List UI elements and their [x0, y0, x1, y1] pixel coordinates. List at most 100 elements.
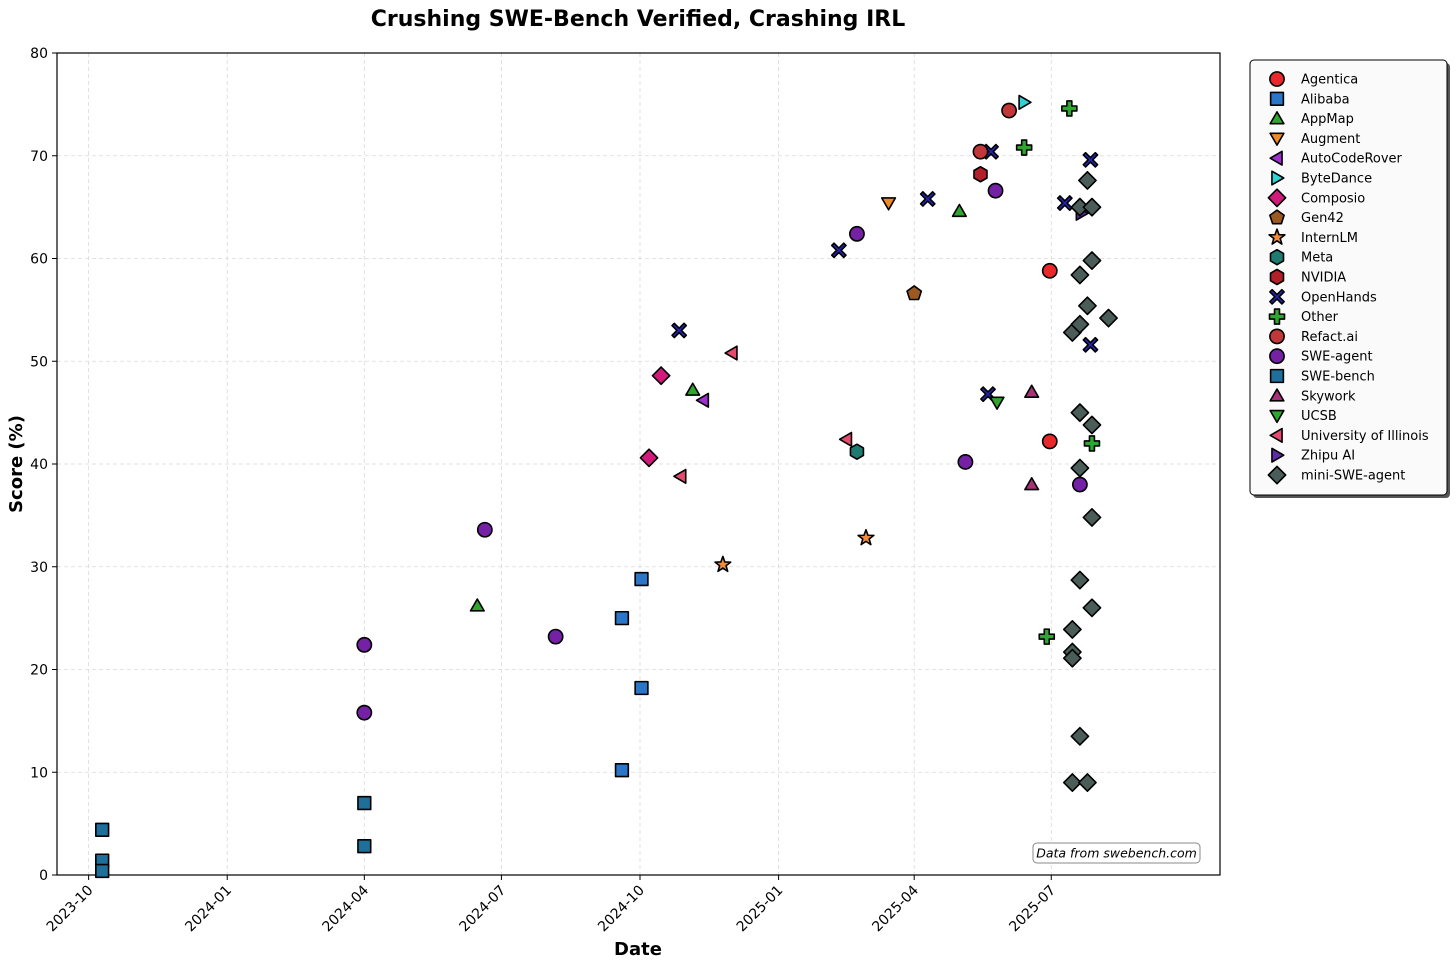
legend-label: Refact.ai	[1301, 330, 1358, 345]
legend-entry: OpenHands	[1269, 288, 1377, 305]
data-point	[972, 143, 989, 160]
data-point	[1082, 415, 1102, 435]
legend-label: Composio	[1301, 191, 1365, 206]
y-axis-label: Score (%)	[6, 415, 27, 513]
legend-entry: Gen42	[1269, 209, 1344, 226]
annotation-text: Data from swebench.com	[1036, 846, 1197, 861]
data-point	[1062, 648, 1082, 668]
data-point	[356, 704, 373, 721]
legend-entry: mini-SWE-agent	[1267, 465, 1405, 485]
data-point	[1024, 476, 1040, 491]
legend-label: Augment	[1301, 132, 1360, 147]
y-tick-label: 60	[30, 252, 48, 268]
legend-marker	[1269, 209, 1285, 225]
legend-label: University of Illinois	[1301, 429, 1429, 444]
legend-label: Agentica	[1301, 73, 1358, 88]
legend-entry: Refact.ai	[1269, 328, 1358, 345]
data-point	[673, 468, 687, 484]
data-point	[724, 345, 738, 361]
legend-label: UCSB	[1301, 409, 1337, 424]
legend-label: Meta	[1301, 251, 1333, 266]
x-tick-label: 2023-10	[44, 883, 97, 936]
legend-label: InternLM	[1301, 231, 1358, 246]
data-point	[919, 190, 936, 207]
series-openhands	[671, 143, 1099, 403]
data-point	[614, 610, 630, 626]
data-point	[857, 528, 875, 546]
data-point	[639, 448, 659, 468]
legend-entry: SWE-bench	[1269, 368, 1375, 385]
legend-entry: Other	[1268, 308, 1339, 325]
legend-entry: Composio	[1267, 188, 1365, 208]
data-point	[1070, 570, 1090, 590]
data-point	[1071, 476, 1088, 493]
legend-marker	[1267, 465, 1287, 485]
data-point	[95, 863, 110, 879]
data-point	[671, 322, 688, 339]
legend-label: AutoCodeRover	[1301, 152, 1403, 167]
legend-label: ByteDance	[1301, 172, 1372, 187]
series-swe-agent	[356, 182, 1088, 721]
data-point	[906, 285, 923, 301]
data-point	[830, 242, 847, 259]
legend-marker	[1269, 268, 1285, 286]
data-point	[357, 795, 372, 811]
legend-entry: ByteDance	[1271, 170, 1372, 187]
series-internlm	[714, 528, 875, 573]
x-tick-label: 2024-10	[595, 883, 648, 936]
data-point	[1015, 139, 1033, 156]
legend-label: Other	[1301, 310, 1339, 325]
series-ucsb	[989, 396, 1005, 410]
data-point	[849, 443, 865, 460]
data-point	[1041, 433, 1058, 450]
x-tick-label: 2025-07	[1006, 883, 1059, 936]
legend-marker	[1271, 170, 1285, 186]
legend-entry: Alibaba	[1269, 91, 1350, 107]
data-point	[1082, 151, 1099, 168]
data-point	[685, 382, 701, 396]
y-axis: 0 10 20 30 40 50 60 70 80	[30, 46, 57, 884]
series-agentica	[1041, 262, 1058, 450]
x-tick-label: 2024-04	[319, 882, 372, 935]
legend-marker	[1269, 427, 1283, 444]
data-point	[614, 763, 630, 778]
data-point	[849, 225, 865, 242]
data-point	[695, 392, 710, 408]
data-point	[1056, 195, 1073, 211]
series-skywork	[1024, 384, 1040, 491]
series-university-of-illinois	[673, 345, 853, 484]
data-point	[880, 197, 897, 211]
x-axis: 2023-10 2024-01 2024-04 2024-07 2024-10 2025-…	[44, 875, 1059, 935]
legend-frame	[1249, 59, 1448, 496]
data-point	[1038, 628, 1056, 645]
series-refact-ai	[972, 102, 1018, 160]
legend-marker	[1269, 91, 1285, 106]
x-tick-label: 2025-01	[734, 883, 787, 936]
data-point	[1082, 251, 1102, 270]
data-point	[989, 396, 1005, 410]
y-tick-label: 30	[30, 560, 48, 576]
series-composio	[639, 366, 671, 468]
data-point	[1082, 336, 1099, 353]
data-point	[651, 366, 671, 386]
data-point	[95, 822, 110, 837]
legend-label: Zhipu AI	[1301, 449, 1355, 464]
legend-marker	[1268, 228, 1286, 245]
data-point	[634, 680, 649, 696]
data-point	[1018, 94, 1032, 110]
legend: Agentica Alibaba AppMap Augment AutoCodeRove…	[1249, 59, 1450, 498]
legend-entry: SWE-agent	[1269, 348, 1373, 365]
x-tick-label: 2025-04	[869, 882, 922, 935]
legend-label: NVIDIA	[1301, 271, 1346, 286]
legend-marker	[1267, 188, 1287, 208]
grid	[57, 52, 1220, 876]
x-tick-label: 2024-01	[182, 883, 235, 936]
data-point	[357, 839, 372, 854]
legend-marker	[1269, 348, 1285, 365]
data-point	[1083, 435, 1101, 452]
y-tick-label: 0	[39, 868, 48, 884]
legend-marker	[1269, 409, 1285, 424]
data-point	[1082, 197, 1102, 217]
chart-title: Crushing SWE-Bench Verified, Crashing IR…	[371, 7, 906, 32]
legend-entry: Zhipu AI	[1271, 447, 1355, 464]
